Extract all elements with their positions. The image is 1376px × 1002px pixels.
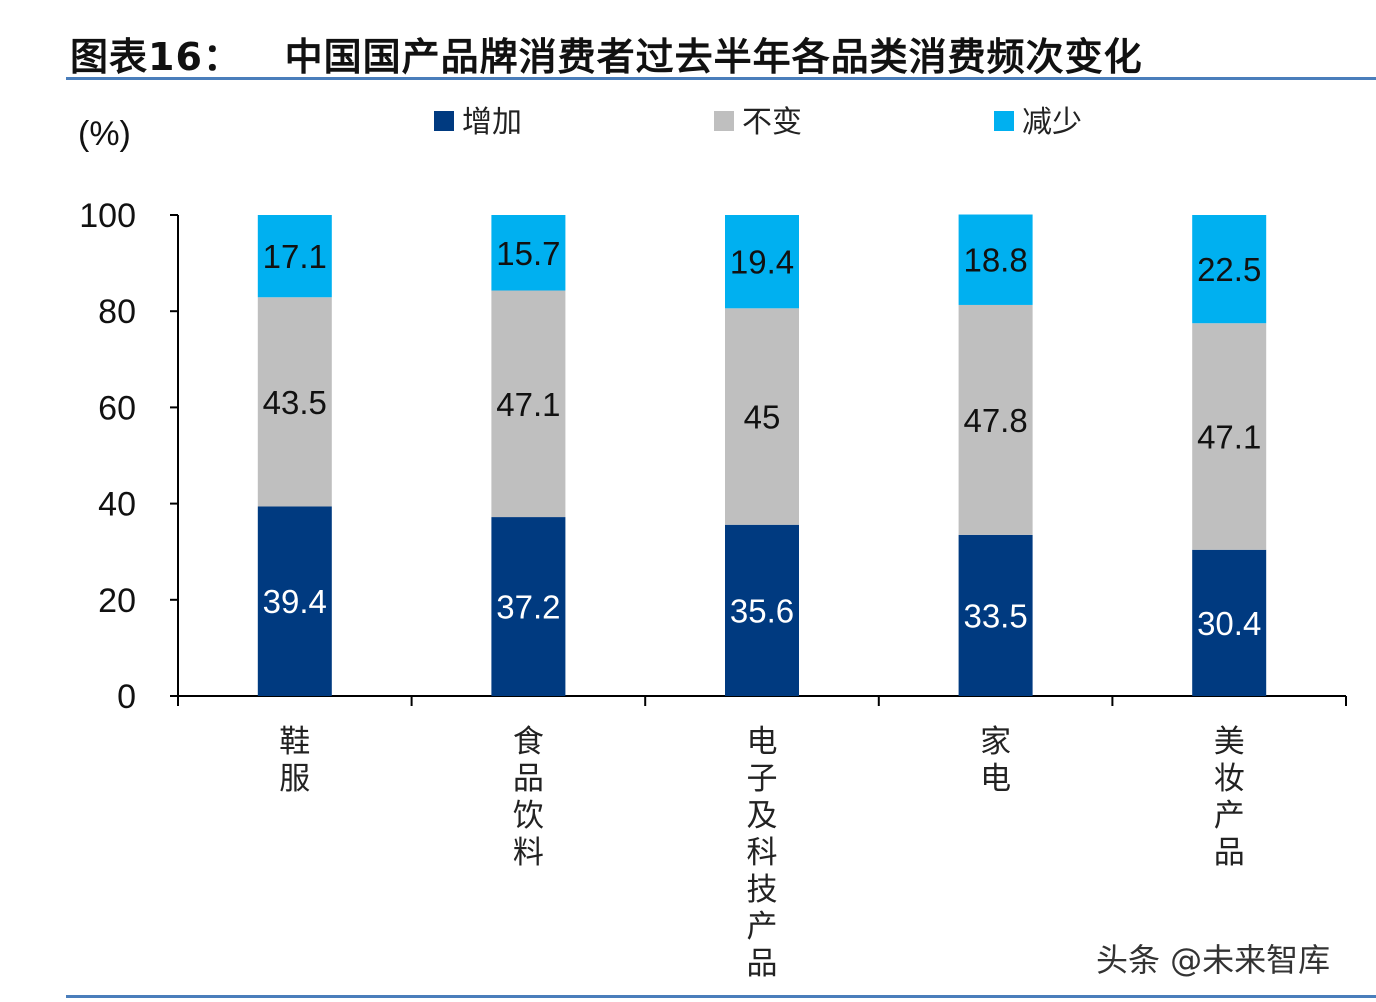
x-tick-label-char: 服 xyxy=(279,761,310,797)
x-tick-label-char: 料 xyxy=(513,835,544,871)
data-label: 15.7 xyxy=(496,235,560,272)
bar-segment xyxy=(1192,323,1267,550)
bar-segment xyxy=(491,215,566,291)
bar-segment xyxy=(958,304,1033,535)
legend-label: 增加 xyxy=(462,105,522,140)
x-tick-label-char: 妆 xyxy=(1214,761,1245,797)
bar-segment xyxy=(725,215,799,309)
bar-segment xyxy=(257,215,332,298)
legend-swatch xyxy=(714,111,734,131)
bottom-rule xyxy=(66,995,1376,998)
legend-label: 不变 xyxy=(742,105,802,140)
legend-swatch xyxy=(434,111,454,131)
x-tick-label-char: 食 xyxy=(513,724,544,760)
x-tick-label-char: 品 xyxy=(1214,835,1245,871)
data-label: 22.5 xyxy=(1197,251,1261,288)
bar-segment xyxy=(725,524,799,696)
bar-segment xyxy=(257,297,332,507)
x-tick-label-char: 鞋 xyxy=(279,724,310,760)
bar-segment xyxy=(958,214,1033,305)
data-label: 17.1 xyxy=(263,238,327,275)
data-label: 33.5 xyxy=(963,597,1027,634)
data-label: 45 xyxy=(744,399,781,436)
y-tick-label: 0 xyxy=(117,678,136,716)
watermark: 头条 @未来智库 xyxy=(1096,941,1331,979)
bar-segment xyxy=(1192,215,1267,324)
title-rule xyxy=(66,77,1376,80)
x-tick-label-char: 品 xyxy=(747,946,778,982)
x-tick-label-char: 产 xyxy=(747,909,778,945)
x-tick-label-char: 品 xyxy=(513,761,544,797)
data-label: 43.5 xyxy=(263,384,327,421)
legend-label: 减少 xyxy=(1022,105,1082,140)
bar-segment xyxy=(491,290,566,518)
x-tick-label-char: 子 xyxy=(747,761,778,797)
y-axis-label: (%) xyxy=(78,115,131,153)
y-tick-label: 20 xyxy=(98,582,136,620)
data-label: 30.4 xyxy=(1197,605,1261,642)
x-tick-label-char: 技 xyxy=(747,872,778,908)
bar-segment xyxy=(725,308,799,525)
x-tick-label-char: 饮 xyxy=(513,798,544,834)
y-tick-label: 80 xyxy=(98,293,136,331)
data-label: 37.2 xyxy=(496,589,560,626)
chart-title: 图表16： 中国国产品牌消费者过去半年各品类消费频次变化 xyxy=(70,35,1143,79)
data-label: 47.8 xyxy=(963,402,1027,439)
data-label: 35.6 xyxy=(730,592,794,629)
data-label: 47.1 xyxy=(1197,419,1261,456)
bar-segment xyxy=(257,506,332,696)
x-tick-label-char: 美 xyxy=(1214,724,1245,760)
y-tick-label: 40 xyxy=(98,486,136,524)
x-tick-label-char: 科 xyxy=(747,835,778,871)
x-tick-label-char: 家 xyxy=(980,724,1011,760)
data-label: 19.4 xyxy=(730,244,794,281)
y-tick-label: 100 xyxy=(79,197,136,235)
x-tick-label-char: 电 xyxy=(980,761,1011,797)
x-tick-label-char: 电 xyxy=(747,724,778,760)
data-label: 47.1 xyxy=(496,386,560,423)
legend-swatch xyxy=(994,111,1014,131)
bar-segment xyxy=(958,534,1033,696)
x-tick-label-char: 及 xyxy=(747,798,778,834)
bar-segment xyxy=(491,517,566,696)
bar-segment xyxy=(1192,549,1267,696)
data-label: 39.4 xyxy=(263,583,327,620)
y-tick-label: 60 xyxy=(98,389,136,427)
x-tick-label-char: 产 xyxy=(1214,798,1245,834)
data-label: 18.8 xyxy=(963,242,1027,279)
